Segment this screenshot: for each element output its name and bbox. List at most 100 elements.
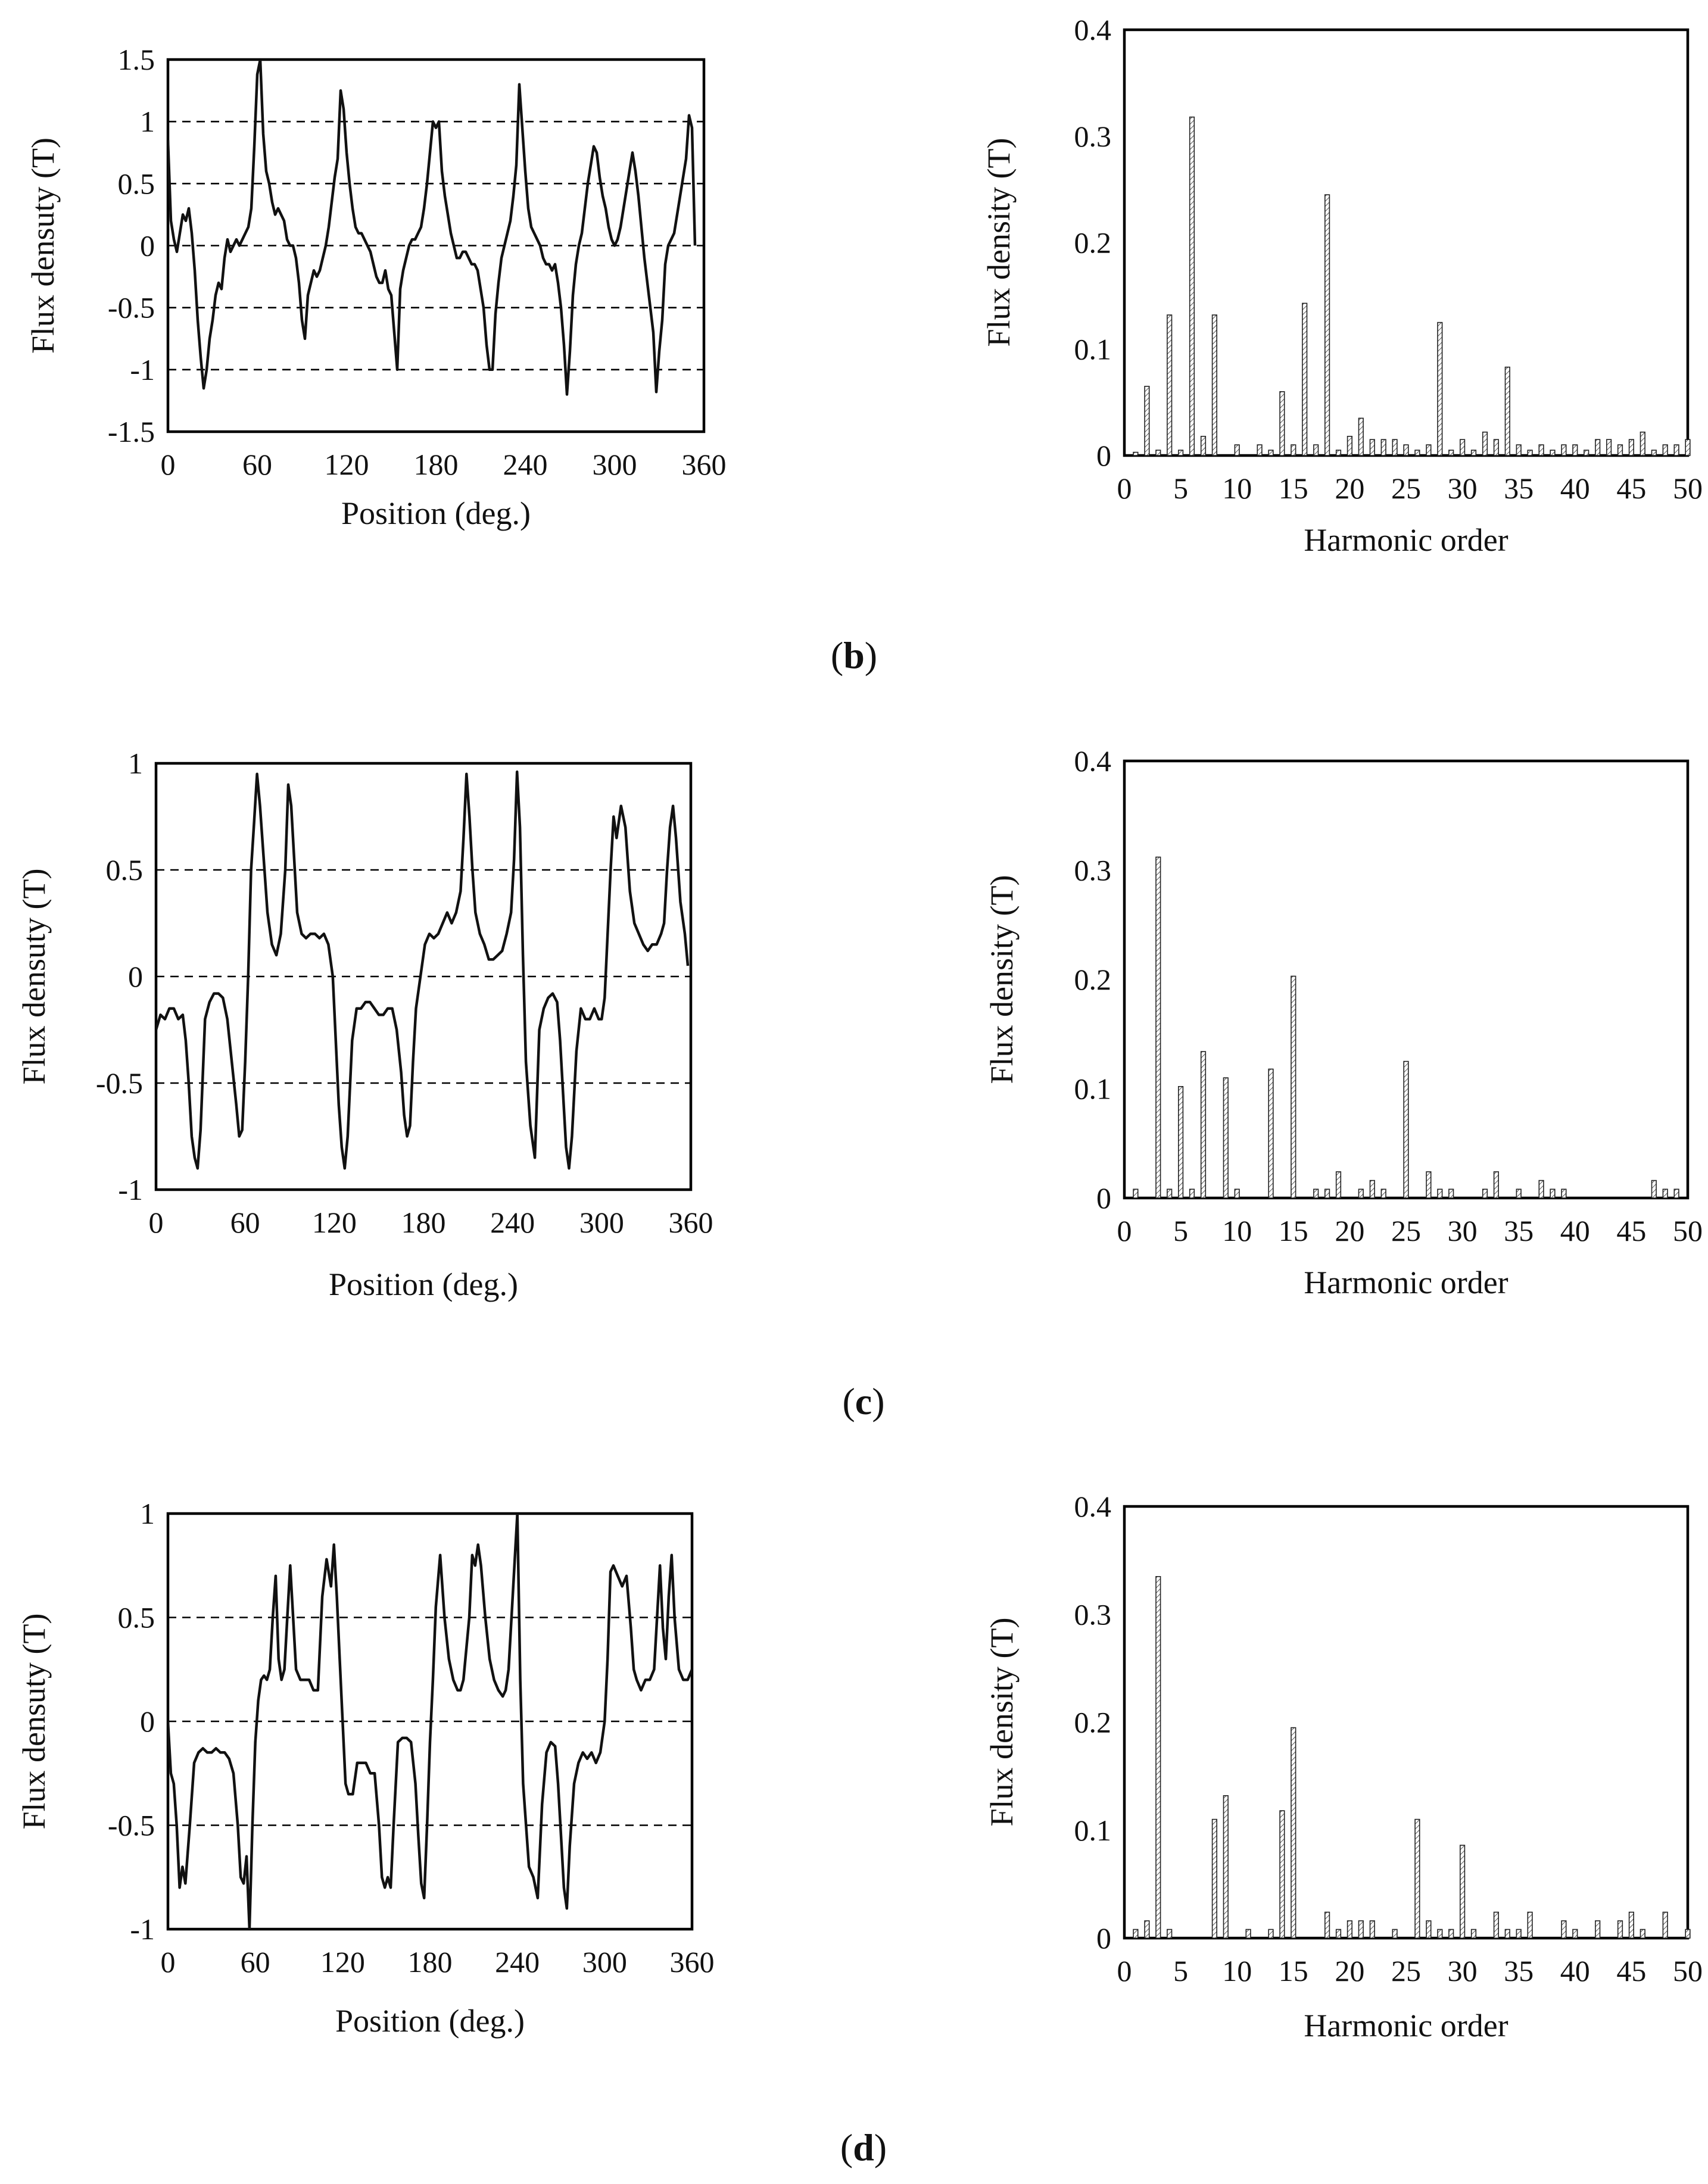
harmonic-bar	[1595, 1920, 1601, 1939]
harmonic-bar	[1302, 302, 1308, 456]
harmonic-bar	[1448, 1929, 1454, 1939]
harmonic-bar	[1392, 439, 1398, 456]
plot-frame	[1123, 1505, 1690, 1940]
harmonic-bar	[1673, 444, 1679, 456]
harmonic-bar	[1245, 1929, 1251, 1939]
x-tick-label: 10	[1222, 1214, 1252, 1247]
harmonic-bar	[1673, 1188, 1679, 1199]
harmonic-bar	[1538, 1180, 1544, 1199]
x-tick-label: 15	[1279, 1954, 1308, 1988]
harmonic-bar	[1200, 1051, 1207, 1199]
y-tick-label: 0.1	[1074, 1072, 1112, 1106]
flux-waveform-line	[156, 770, 690, 1170]
harmonic-bar	[1392, 1929, 1398, 1939]
y-tick-label: 0.5	[106, 853, 144, 887]
y-tick-label: 0.5	[118, 1601, 155, 1634]
harmonic-bar	[1324, 1188, 1330, 1199]
x-tick-label: 20	[1335, 1214, 1364, 1247]
harmonic-bar	[1155, 1576, 1161, 1939]
harmonic-bar	[1279, 391, 1285, 456]
x-tick-label: 60	[230, 1206, 260, 1239]
y-tick-label: 0.5	[118, 167, 155, 200]
harmonic-bar	[1460, 439, 1466, 456]
harmonic-bar	[1628, 1911, 1635, 1939]
harmonic-bar	[1527, 1911, 1533, 1939]
y-tick-label: 1	[140, 1497, 155, 1530]
y-tick-label: 0	[1096, 1921, 1111, 1955]
x-tick-label: 10	[1222, 472, 1252, 505]
x-tick-label: 45	[1616, 1954, 1646, 1988]
harmonic-bar	[1380, 1188, 1386, 1199]
x-tick-label: 30	[1448, 472, 1478, 505]
x-tick-label: 300	[579, 1206, 624, 1239]
harmonic-bar	[1550, 450, 1556, 456]
harmonic-bar	[1167, 1929, 1173, 1939]
harmonic-bar	[1516, 1188, 1522, 1199]
x-axis-title: Harmonic order	[1304, 522, 1508, 558]
harmonic-bar	[1324, 1911, 1330, 1939]
x-tick-label: 360	[669, 1206, 713, 1239]
harmonic-bar	[1584, 450, 1589, 456]
harmonic-bar	[1572, 1929, 1578, 1939]
panel-caption-b: (b)	[831, 634, 877, 676]
harmonic-bar	[1200, 435, 1207, 456]
harmonic-bar	[1291, 444, 1296, 456]
harmonic-bar	[1369, 1180, 1375, 1199]
x-axis-title: Harmonic order	[1304, 1265, 1508, 1300]
harmonic-bar	[1313, 444, 1319, 456]
harmonic-bar	[1347, 1920, 1353, 1939]
harmonic-bar	[1268, 450, 1274, 456]
harmonic-bar	[1335, 1171, 1342, 1199]
harmonic-bar	[1516, 444, 1522, 456]
x-tick-label: 240	[490, 1206, 535, 1239]
harmonic-bar	[1358, 417, 1364, 456]
harmonic-bar	[1685, 439, 1691, 456]
y-tick-label: -1	[118, 1173, 143, 1206]
y-tick-label: 0	[1096, 439, 1111, 472]
y-tick-label: 0	[128, 960, 143, 993]
chart-c-spectrum: 0.4 0.3 0.2 0.1 00 5 10 15 20 25 30 35 40 45 50 Harmon…	[984, 744, 1703, 1300]
harmonic-bar	[1493, 1171, 1500, 1199]
harmonic-bar	[1257, 444, 1263, 456]
harmonic-bar	[1651, 450, 1657, 456]
harmonic-bar	[1595, 439, 1601, 456]
x-tick-label: 0	[149, 1206, 164, 1239]
y-tick-label: -0.5	[108, 291, 155, 325]
y-tick-label: 0.2	[1074, 1706, 1112, 1739]
y-tick-label: 0.2	[1074, 226, 1112, 260]
x-axis-title: Harmonic order	[1304, 2008, 1508, 2043]
y-tick-label: 1.5	[118, 43, 155, 76]
x-tick-label: 360	[670, 1945, 715, 1979]
harmonic-bar	[1516, 1929, 1522, 1939]
y-tick-label: -0.5	[96, 1066, 143, 1100]
harmonic-bar	[1685, 1929, 1691, 1939]
harmonic-bar	[1470, 450, 1477, 456]
x-tick-label: 20	[1335, 472, 1364, 505]
harmonic-bar	[1133, 1188, 1139, 1199]
x-tick-label: 40	[1560, 1954, 1590, 1988]
chart-b-wave: 1.510.50-0.5-1-1.50 60 120 180 240 300 360 Pos…	[25, 43, 727, 531]
harmonic-bar	[1414, 1818, 1420, 1939]
x-tick-label: 5	[1173, 1954, 1188, 1988]
y-tick-label: 0	[140, 1705, 155, 1738]
harmonic-bar	[1178, 450, 1184, 456]
x-tick-label: 60	[242, 448, 272, 481]
harmonic-bar	[1662, 1188, 1668, 1199]
chart-b-spectrum: 0.4 0.3 0.2 0.1 00 5 10 15 20 25 30 35 40 45 50 Harmon…	[981, 13, 1703, 558]
x-tick-label: 10	[1222, 1954, 1252, 1988]
y-tick-label: 0	[1096, 1181, 1111, 1215]
harmonic-bar	[1369, 439, 1375, 456]
harmonic-bar	[1380, 439, 1386, 456]
x-tick-label: 35	[1504, 472, 1534, 505]
x-tick-label: 120	[312, 1206, 357, 1239]
y-tick-label: 0	[140, 229, 155, 263]
x-tick-label: 5	[1173, 1214, 1188, 1247]
harmonic-bar	[1617, 444, 1623, 456]
harmonic-bar	[1448, 1188, 1454, 1199]
harmonic-bar	[1155, 856, 1161, 1199]
x-tick-label: 30	[1448, 1954, 1478, 1988]
x-tick-label: 300	[593, 448, 637, 481]
y-tick-label: -0.5	[108, 1809, 155, 1842]
harmonic-bar	[1234, 444, 1240, 456]
chart-c-wave: 10.50-0.5-10 60 120 180 240 300 360 Position (…	[16, 747, 713, 1302]
